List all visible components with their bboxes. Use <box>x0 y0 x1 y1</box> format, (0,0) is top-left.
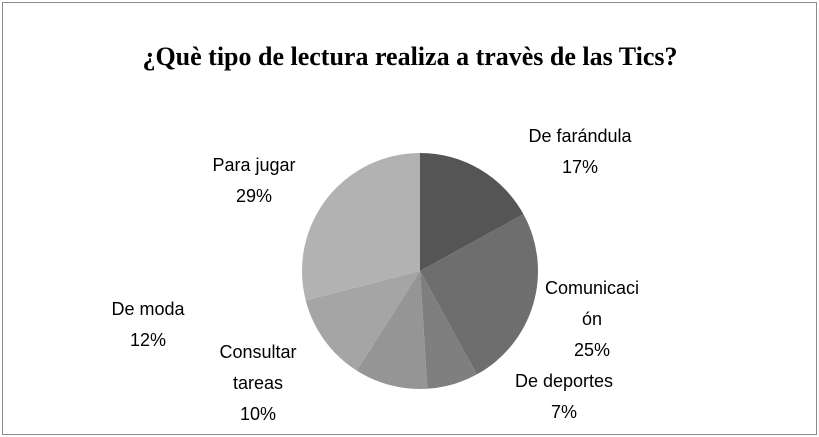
value-label: 29% <box>235 186 273 206</box>
value-label: 10% <box>239 404 277 424</box>
pie-slice <box>356 271 428 390</box>
slice-label: Consultar tareas 10% <box>198 337 318 430</box>
pie-slice <box>420 153 524 271</box>
pie-slice <box>302 153 420 301</box>
category-label: De farándula <box>528 126 632 146</box>
value-label: 12% <box>129 330 167 350</box>
value-label: 25% <box>573 340 611 360</box>
chart-title: ¿Què tipo de lectura realiza a travès de… <box>142 42 678 71</box>
category-label: Comunicación <box>544 278 640 329</box>
slice-label: Comunicación 25% <box>540 273 644 366</box>
category-label: De moda <box>111 299 185 319</box>
category-label: De deportes <box>514 371 614 391</box>
value-label: 17% <box>561 157 599 177</box>
category-label: Para jugar <box>212 155 296 175</box>
slice-label: De moda 12% <box>88 294 208 356</box>
slice-label: De farándula 17% <box>500 121 660 183</box>
pie-slice <box>420 214 538 375</box>
category-label: Consultar tareas <box>219 342 297 393</box>
slice-label: De deportes 7% <box>484 366 644 428</box>
slice-label: Para jugar 29% <box>184 150 324 212</box>
pie-slice <box>305 271 420 371</box>
pie-slice <box>420 271 477 389</box>
value-label: 7% <box>550 402 577 422</box>
